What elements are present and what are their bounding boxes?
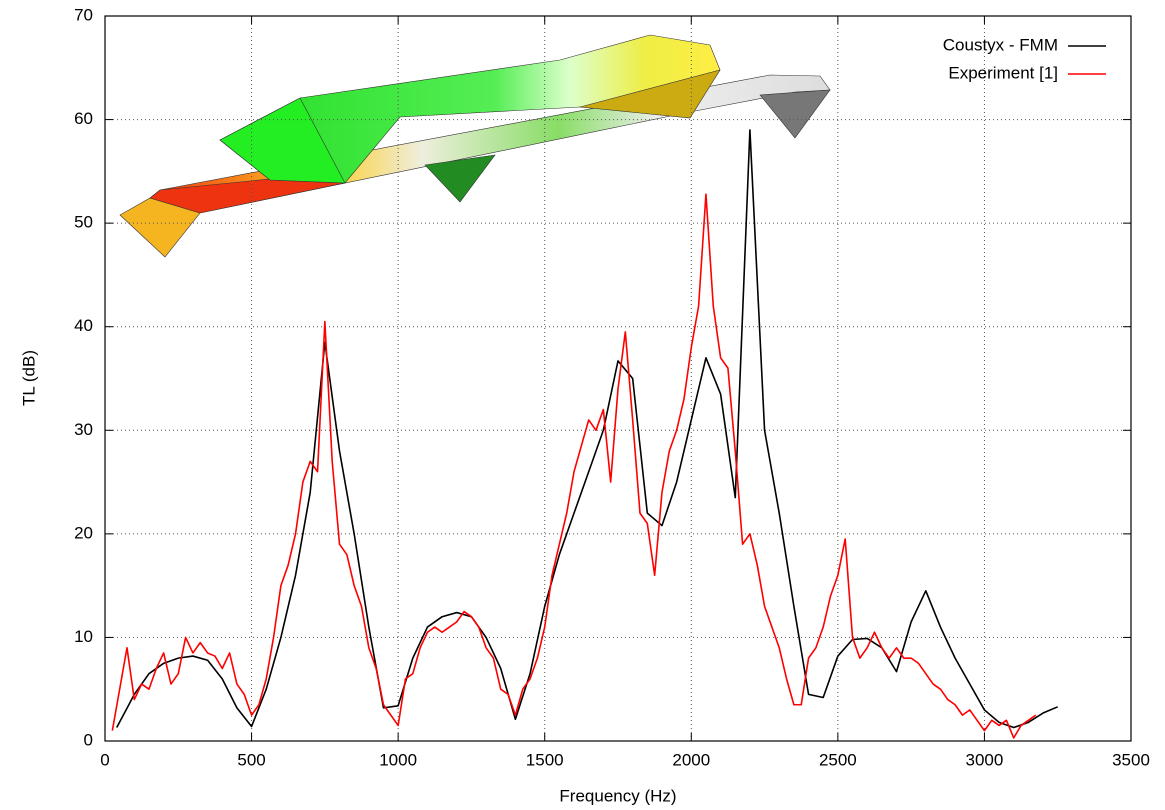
- y-tick-label: 40: [74, 316, 93, 335]
- chart: Frequency (Hz) TL (dB) 05001000150020002…: [0, 0, 1165, 810]
- y-tick-label: 70: [74, 5, 93, 24]
- x-tick-label: 3500: [1112, 750, 1150, 769]
- y-tick-label: 60: [74, 109, 93, 128]
- x-tick-label: 2000: [672, 750, 710, 769]
- x-tick-label: 1000: [379, 750, 417, 769]
- series-line: [112, 194, 1035, 738]
- y-tick-label: 30: [74, 420, 93, 439]
- y-axis-title: TL (dB): [19, 350, 38, 406]
- x-tick-label: 500: [237, 750, 265, 769]
- x-tick-label: 2500: [819, 750, 857, 769]
- y-tick-label: 20: [74, 523, 93, 542]
- y-tick-label: 0: [84, 730, 93, 749]
- x-tick-label: 3000: [966, 750, 1004, 769]
- y-tick-label: 50: [74, 213, 93, 232]
- model-illustration: [120, 35, 830, 257]
- y-tick-label: 10: [74, 627, 93, 646]
- x-axis-title: Frequency (Hz): [559, 786, 676, 805]
- legend-label: Experiment [1]: [948, 63, 1058, 82]
- x-tick-label: 1500: [526, 750, 564, 769]
- legend-label: Coustyx - FMM: [943, 35, 1058, 54]
- x-tick-label: 0: [100, 750, 109, 769]
